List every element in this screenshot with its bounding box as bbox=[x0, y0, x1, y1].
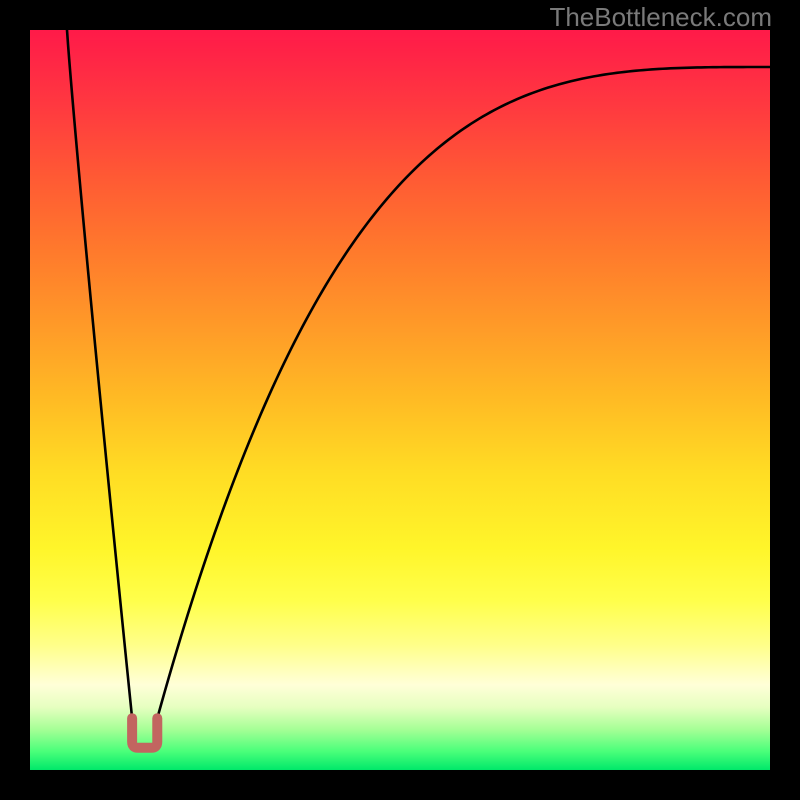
bottleneck-curve-svg bbox=[30, 30, 770, 770]
minimum-u-marker bbox=[132, 718, 157, 748]
plot-area bbox=[30, 30, 770, 770]
watermark-label: TheBottleneck.com bbox=[549, 2, 772, 33]
chart-frame: TheBottleneck.com bbox=[0, 0, 800, 800]
bottleneck-curve bbox=[67, 30, 770, 718]
